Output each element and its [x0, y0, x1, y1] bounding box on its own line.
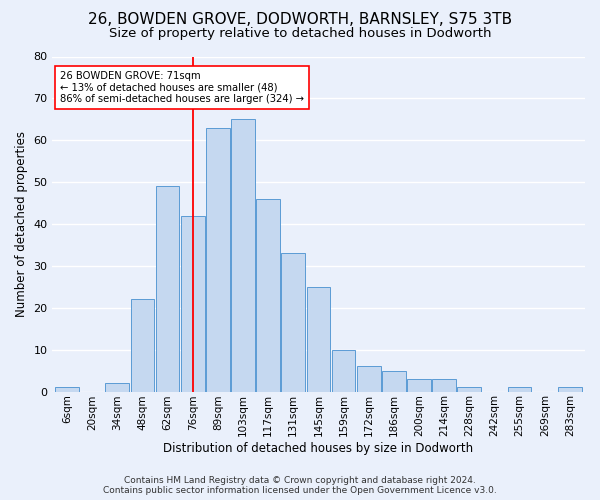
Bar [307, 287, 330, 392]
Bar [55, 388, 79, 392]
Text: 26, BOWDEN GROVE, DODWORTH, BARNSLEY, S75 3TB: 26, BOWDEN GROVE, DODWORTH, BARNSLEY, S7… [88, 12, 512, 28]
Bar [357, 366, 380, 392]
Bar [457, 388, 481, 392]
Bar [256, 199, 280, 392]
Bar [281, 254, 305, 392]
Bar [382, 370, 406, 392]
Bar [231, 120, 255, 392]
Bar [433, 379, 456, 392]
Text: Size of property relative to detached houses in Dodworth: Size of property relative to detached ho… [109, 28, 491, 40]
Bar [332, 350, 355, 392]
Text: 26 BOWDEN GROVE: 71sqm
← 13% of detached houses are smaller (48)
86% of semi-det: 26 BOWDEN GROVE: 71sqm ← 13% of detached… [60, 71, 304, 104]
Bar [155, 186, 179, 392]
Bar [558, 388, 582, 392]
Bar [508, 388, 532, 392]
Bar [407, 379, 431, 392]
Bar [206, 128, 230, 392]
X-axis label: Distribution of detached houses by size in Dodworth: Distribution of detached houses by size … [163, 442, 473, 455]
Y-axis label: Number of detached properties: Number of detached properties [15, 131, 28, 317]
Text: Contains HM Land Registry data © Crown copyright and database right 2024.
Contai: Contains HM Land Registry data © Crown c… [103, 476, 497, 495]
Bar [131, 300, 154, 392]
Bar [106, 383, 129, 392]
Bar [181, 216, 205, 392]
